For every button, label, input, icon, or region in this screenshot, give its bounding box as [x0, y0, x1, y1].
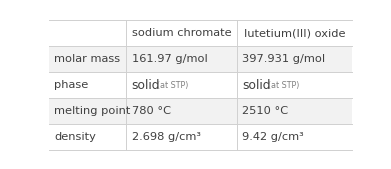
Text: solid: solid [242, 79, 271, 92]
Text: 2.698 g/cm³: 2.698 g/cm³ [132, 132, 201, 142]
Text: 2510 °C: 2510 °C [242, 106, 288, 116]
Text: solid: solid [132, 79, 160, 92]
Text: 9.42 g/cm³: 9.42 g/cm³ [242, 132, 304, 142]
Text: lutetium(III) oxide: lutetium(III) oxide [244, 28, 345, 38]
Text: sodium chromate: sodium chromate [132, 28, 231, 38]
Bar [49, 124, 352, 150]
Text: melting point: melting point [54, 106, 131, 116]
Text: density: density [54, 132, 96, 142]
Bar [49, 72, 352, 98]
Text: 397.931 g/mol: 397.931 g/mol [242, 54, 325, 64]
Bar [49, 98, 352, 124]
Text: (at STP): (at STP) [157, 81, 189, 90]
Bar [49, 46, 352, 72]
Text: 161.97 g/mol: 161.97 g/mol [132, 54, 207, 64]
Text: phase: phase [54, 80, 89, 90]
Text: (at STP): (at STP) [268, 81, 300, 90]
Text: molar mass: molar mass [54, 54, 120, 64]
Text: 780 °C: 780 °C [132, 106, 170, 116]
Bar [49, 20, 352, 46]
